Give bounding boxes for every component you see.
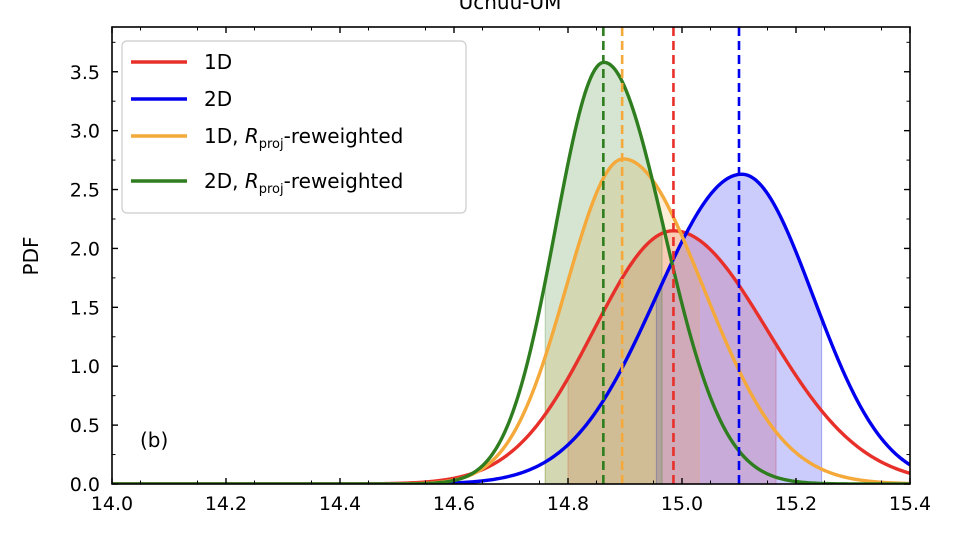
series-line-0 xyxy=(112,229,910,484)
plot-area: 14.0 14.2 14.4 14.6 14.8 15.0 15.2 15.4 0.0 0.5 1.… xyxy=(70,26,931,515)
y-tick-label: 2.5 xyxy=(70,180,100,202)
x-tick-label: 15.2 xyxy=(775,493,817,515)
y-tick-label: 2.0 xyxy=(70,238,100,260)
x-tick-label: 14.2 xyxy=(205,493,247,515)
x-tick-label: 14.0 xyxy=(91,493,133,515)
series-group xyxy=(112,27,910,484)
legend-label-2: 1D, Rproj-reweighted xyxy=(204,124,403,152)
y-tick-label: 0.0 xyxy=(70,474,100,496)
series-line-2 xyxy=(112,157,910,484)
chart-title: Uchuu-UM xyxy=(459,0,562,14)
x-tick-label: 15.0 xyxy=(661,493,703,515)
x-tick-label: 14.8 xyxy=(547,493,589,515)
plot-frame xyxy=(111,26,911,485)
y-tick-label: 3.5 xyxy=(70,62,100,84)
legend-box xyxy=(121,40,467,214)
y-axis-label: PDF xyxy=(19,237,43,276)
x-tick-label: 14.4 xyxy=(319,493,361,515)
legend-label-3: 2D, Rproj-reweighted xyxy=(204,169,403,197)
panel-annotation: (b) xyxy=(140,428,168,452)
y-tick-label: 3.0 xyxy=(70,121,100,143)
legend-label-0: 1D xyxy=(204,50,232,74)
y-tick-label: 1.5 xyxy=(70,297,100,319)
series-line-1 xyxy=(112,172,910,484)
x-tick-label: 15.4 xyxy=(889,493,931,515)
legend-label-1: 2D xyxy=(204,87,232,111)
x-tick-label: 14.6 xyxy=(433,493,475,515)
y-tick-label: 1.0 xyxy=(70,356,100,378)
legend: 1D 2D 1D, Rproj-reweighted 2D, Rproj-reweig… xyxy=(121,40,467,214)
y-tick-label: 0.5 xyxy=(70,415,100,437)
series-line-3 xyxy=(112,60,910,484)
